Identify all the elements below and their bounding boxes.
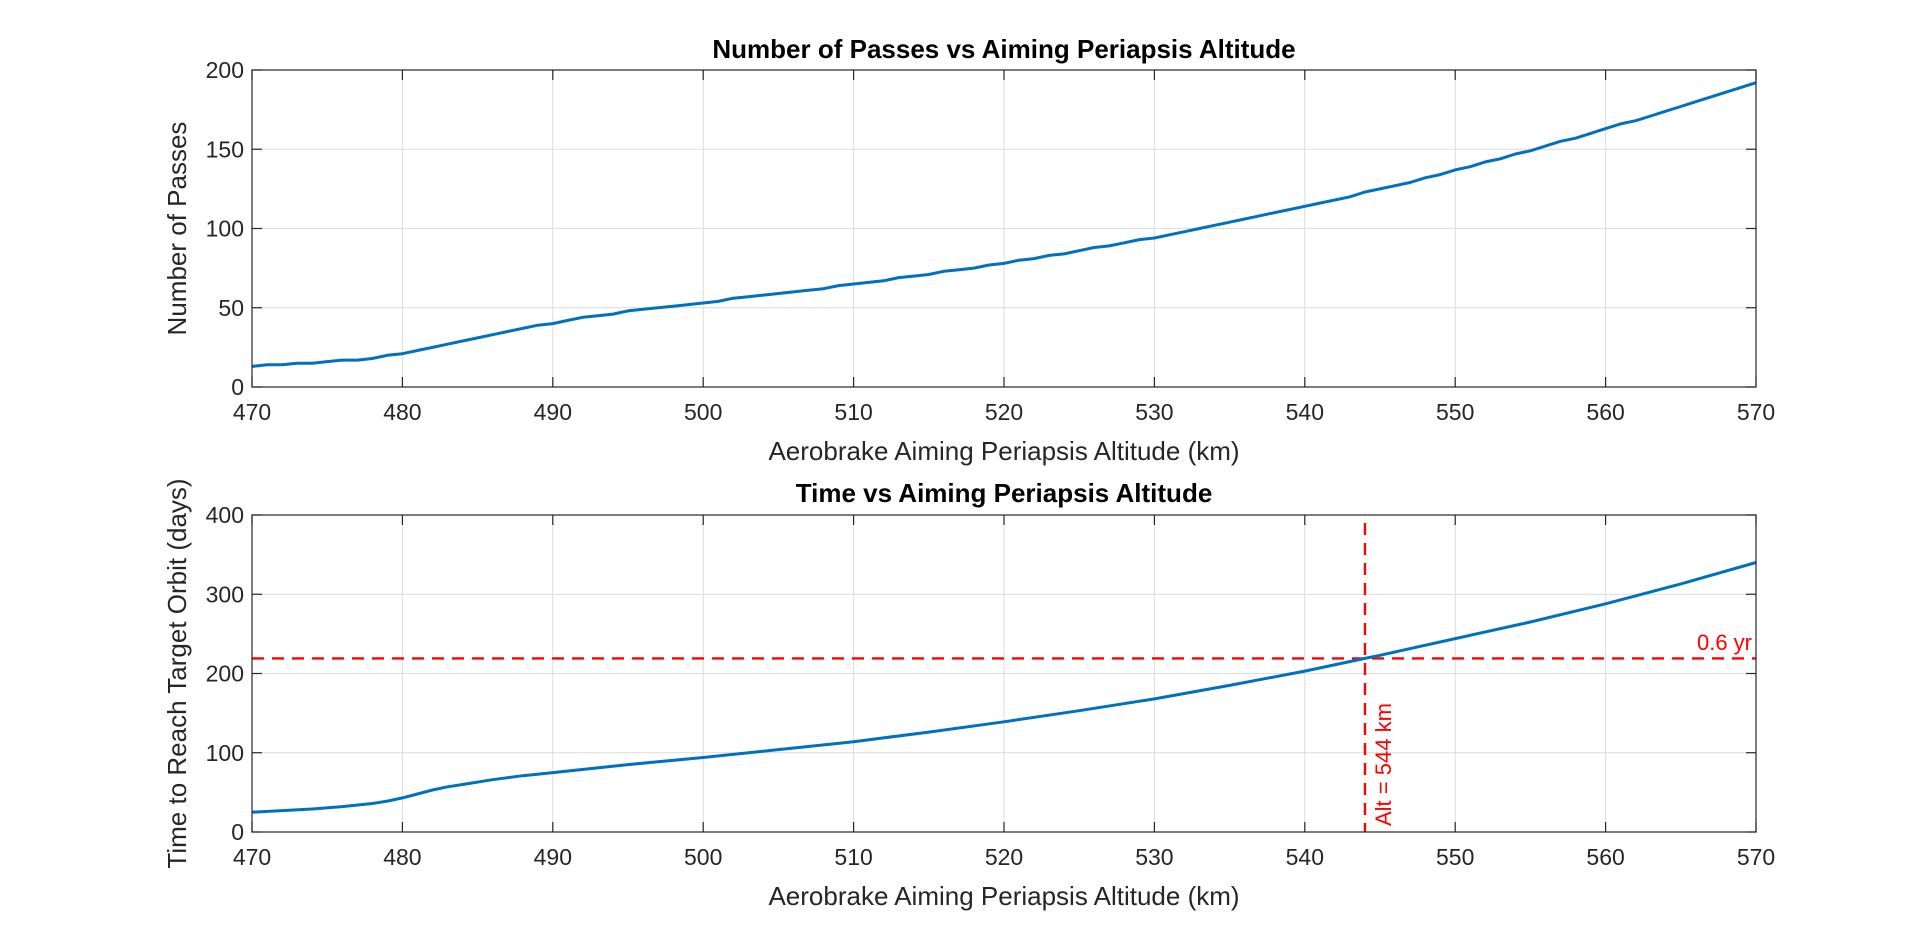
time-x-tick-label: 510 [834, 844, 872, 870]
passes-chart: 470 480 490 500 510 520 530 540 550 560 570 0 50 100 1… [162, 34, 1775, 466]
passes-y-tick-label: 150 [206, 136, 244, 162]
passes-x-tick-label: 490 [534, 399, 572, 425]
passes-x-tick-label: 500 [684, 399, 722, 425]
time-chart: 470 480 490 500 510 520 530 540 550 560 570 0 100 200… [162, 478, 1775, 911]
time-reference-lines [252, 523, 1756, 832]
passes-title: Number of Passes vs Aiming Periapsis Alt… [712, 34, 1295, 64]
passes-y-tick-label: 100 [206, 216, 244, 242]
time-x-tick-label: 530 [1135, 844, 1173, 870]
passes-x-tick-label: 550 [1436, 399, 1474, 425]
passes-y-tick-label: 0 [231, 374, 244, 400]
time-y-axis-label: Time to Reach Target Orbit (days) [162, 478, 192, 868]
time-x-tick-label: 540 [1286, 844, 1324, 870]
passes-x-tick-label: 560 [1586, 399, 1624, 425]
time-x-tick-label: 480 [383, 844, 421, 870]
passes-x-axis-label: Aerobrake Aiming Periapsis Altitude (km) [768, 436, 1239, 466]
time-x-tick-label: 490 [534, 844, 572, 870]
passes-x-tick-label: 510 [834, 399, 872, 425]
time-y-tick-label: 400 [206, 502, 244, 528]
passes-series [251, 81, 1757, 368]
passes-y-axis-label: Number of Passes [162, 122, 192, 336]
passes-x-tick-label: 480 [383, 399, 421, 425]
time-ref-vertical-label: Alt = 544 km [1371, 703, 1396, 826]
passes-x-tick-label: 520 [985, 399, 1023, 425]
passes-series-line [251, 81, 1757, 368]
time-y-tick-label: 100 [206, 740, 244, 766]
time-y-tick-label: 300 [206, 581, 244, 607]
time-x-tick-label: 570 [1737, 844, 1775, 870]
time-x-axis-label: Aerobrake Aiming Periapsis Altitude (km) [768, 881, 1239, 911]
time-x-tick-label: 470 [233, 844, 271, 870]
passes-y-tick-label: 50 [218, 295, 244, 321]
time-x-tick-label: 500 [684, 844, 722, 870]
passes-ticks: 470 480 490 500 510 520 530 540 550 560 570 0 50 100 1… [206, 57, 1776, 425]
passes-x-tick-label: 570 [1737, 399, 1775, 425]
time-x-tick-label: 520 [985, 844, 1023, 870]
passes-x-tick-label: 530 [1135, 399, 1173, 425]
time-y-tick-label: 0 [231, 819, 244, 845]
time-x-tick-label: 560 [1586, 844, 1624, 870]
time-series-line [251, 561, 1757, 814]
time-x-tick-label: 550 [1436, 844, 1474, 870]
passes-x-tick-label: 470 [233, 399, 271, 425]
passes-x-tick-label: 540 [1286, 399, 1324, 425]
time-ticks: 470 480 490 500 510 520 530 540 550 560 570 0 100 200… [206, 502, 1776, 870]
time-series [251, 561, 1757, 814]
time-ref-horizontal-label: 0.6 yr [1697, 630, 1752, 655]
time-title: Time vs Aiming Periapsis Altitude [796, 478, 1213, 508]
passes-y-tick-label: 200 [206, 57, 244, 83]
time-y-tick-label: 200 [206, 661, 244, 687]
